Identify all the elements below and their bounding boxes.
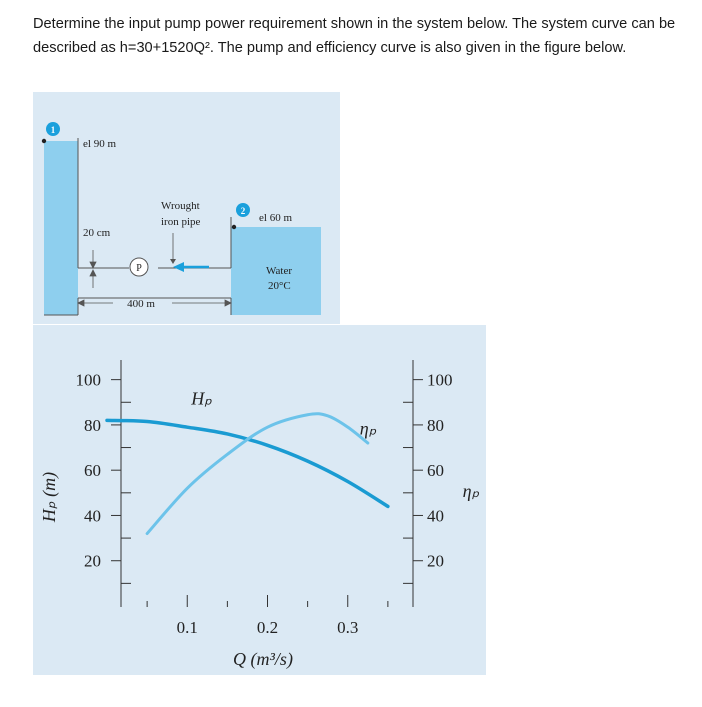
- pump-symbol: [129, 257, 149, 277]
- series-hp-line: [105, 418, 390, 509]
- pump-label: P: [136, 263, 142, 274]
- left-tick-label: 60: [84, 461, 101, 480]
- flow-arrow: [173, 262, 209, 272]
- system-diagram-svg: P 1 2 el 90 m el 60 m Wrought iron pipe …: [41, 122, 321, 316]
- pipe-material-label-line1: Wrought: [161, 200, 200, 212]
- left-tick-label: 40: [84, 506, 101, 525]
- x-axis-label: Q (m³/s): [233, 649, 293, 670]
- point-2-marker: [236, 203, 250, 217]
- series-eta-line: [145, 412, 370, 536]
- series-layer: Hₚ ηₚ: [105, 388, 390, 536]
- right-tick-label: 60: [427, 461, 444, 480]
- x-tick-label: 0.3: [337, 618, 358, 637]
- length-dimension: [77, 299, 232, 307]
- right-axis: 20 40 60 80 100: [403, 360, 453, 607]
- right-tick-label: 20: [427, 552, 444, 571]
- fluid-label-line2: 20°C: [268, 280, 291, 292]
- left-tick-label: 80: [84, 416, 101, 435]
- fluid-label-line1: Water: [266, 265, 292, 277]
- pipe-diameter-label: 20 cm: [83, 227, 111, 239]
- pump-curve-svg: 20 40 60 80 100 20 40 60 80 100 0.1 0.2 0.3 Hₚ ηₚ H…: [39, 360, 480, 670]
- pipe-material-label-line2: iron pipe: [161, 216, 201, 228]
- point-1-dot: [41, 138, 47, 144]
- system-diagram: P 1 2 el 90 m el 60 m Wrought iron pipe …: [33, 92, 340, 324]
- question-text: Determine the input pump power requireme…: [33, 16, 676, 56]
- svg-text:1: 1: [51, 125, 56, 135]
- y-axis-right-label: ηₚ: [463, 481, 480, 501]
- left-axis: 20 40 60 80 100: [76, 360, 131, 607]
- pipe-length-label: 400 m: [127, 298, 155, 310]
- right-tick-label: 80: [427, 416, 444, 435]
- left-tick-label: 100: [76, 371, 102, 390]
- svg-text:2: 2: [241, 206, 246, 216]
- elevation-1-label: el 90 m: [83, 138, 116, 150]
- x-tick-label: 0.2: [257, 618, 278, 637]
- diameter-marker: [89, 250, 97, 288]
- elevation-2-label: el 60 m: [259, 212, 292, 224]
- point-1-marker: [46, 122, 60, 136]
- pump-curve-chart: 20 40 60 80 100 20 40 60 80 100 0.1 0.2 0.3 Hₚ ηₚ H…: [33, 325, 486, 675]
- right-tick-label: 100: [427, 371, 453, 390]
- pipe-material-pointer-head: [170, 259, 176, 264]
- right-tick-label: 40: [427, 506, 444, 525]
- series-hp-label: Hₚ: [190, 388, 212, 408]
- lower-reservoir-water: [231, 227, 321, 315]
- point-2-dot: [231, 224, 237, 230]
- series-eta-label: ηₚ: [360, 418, 377, 438]
- upper-reservoir-water: [44, 141, 78, 315]
- left-tick-label: 20: [84, 552, 101, 571]
- x-axis: 0.1 0.2 0.3: [146, 595, 389, 637]
- y-axis-left-label: Hₚ (m): [39, 472, 60, 523]
- upper-reservoir-walls: [44, 138, 129, 316]
- x-tick-label: 0.1: [177, 618, 198, 637]
